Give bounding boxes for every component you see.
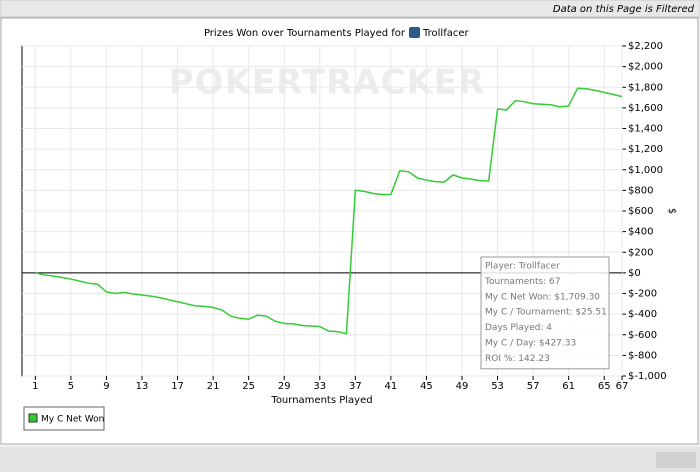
player-icon: [409, 27, 420, 38]
y-tick-label: $-200: [628, 289, 657, 300]
chart-title-player: Trollfacer: [422, 28, 470, 39]
x-tick-label: 41: [385, 381, 398, 392]
watermark: POKERTRACKER: [169, 63, 485, 103]
x-tick-label: 29: [278, 381, 291, 392]
y-tick-label: $1,400: [628, 124, 663, 135]
y-tick-label: $600: [628, 206, 653, 217]
tooltip-line: Tournaments: 67: [484, 277, 561, 287]
x-tick-label: 33: [313, 381, 326, 392]
y-tick-label: $400: [628, 227, 653, 238]
y-tick-label: $-1,000: [628, 371, 667, 382]
y-tick-label: $-800: [628, 350, 657, 361]
y-tick-label: $1,800: [628, 82, 663, 93]
tooltip-line: My C Net Won: $1,709.30: [485, 292, 600, 302]
y-axis-label: $: [666, 208, 677, 214]
x-axis-label: Tournaments Played: [270, 395, 372, 406]
x-tick-label: 25: [242, 381, 255, 392]
x-tick-label: 53: [491, 381, 504, 392]
chart-title: Prizes Won over Tournaments Played for: [204, 28, 406, 39]
x-tick-label: 17: [171, 381, 184, 392]
tooltip-line: My C / Tournament: $25.51: [485, 308, 607, 318]
x-tick-label: 5: [68, 381, 74, 392]
top-bar: [0, 0, 700, 18]
y-tick-label: $1,000: [628, 165, 663, 176]
x-tick-label: 45: [420, 381, 433, 392]
x-tick-label: 67: [616, 381, 629, 392]
legend-swatch: [28, 413, 38, 423]
tooltip-line: Player: Trollfacer: [485, 262, 560, 272]
x-tick-label: 21: [207, 381, 220, 392]
tooltip-line: Days Played: 4: [485, 323, 552, 333]
y-tick-label: $2,200: [628, 41, 663, 52]
tooltip-box: [480, 256, 610, 370]
y-tick-label: $-400: [628, 309, 657, 320]
y-tick-label: $-600: [628, 330, 657, 341]
legend-box: [23, 406, 105, 431]
x-tick-label: 13: [136, 381, 149, 392]
x-tick-label: 1: [32, 381, 38, 392]
filter-notice: Data on this Page is Filtered: [553, 4, 695, 15]
series-line: [35, 87, 623, 335]
status-bar: [0, 447, 700, 472]
x-tick-label: 49: [456, 381, 469, 392]
x-tick-label: 37: [349, 381, 362, 392]
x-tick-label: 57: [527, 381, 540, 392]
x-tick-label: 61: [562, 381, 575, 392]
y-tick-label: $2,000: [628, 62, 663, 73]
x-tick-label: 65: [598, 381, 611, 392]
y-tick-label: $0: [628, 268, 641, 279]
legend-label: My C Net Won: [41, 415, 104, 425]
tooltip-line: ROI %: 142.23: [485, 354, 550, 364]
y-tick-label: $200: [628, 247, 653, 258]
y-tick-label: $800: [628, 185, 653, 196]
y-tick-label: $1,600: [628, 103, 663, 114]
x-tick-label: 9: [103, 381, 109, 392]
tooltip-line: My C / Day: $427.33: [485, 339, 576, 349]
scroll-grip: [656, 452, 696, 468]
y-tick-label: $1,200: [628, 144, 663, 155]
